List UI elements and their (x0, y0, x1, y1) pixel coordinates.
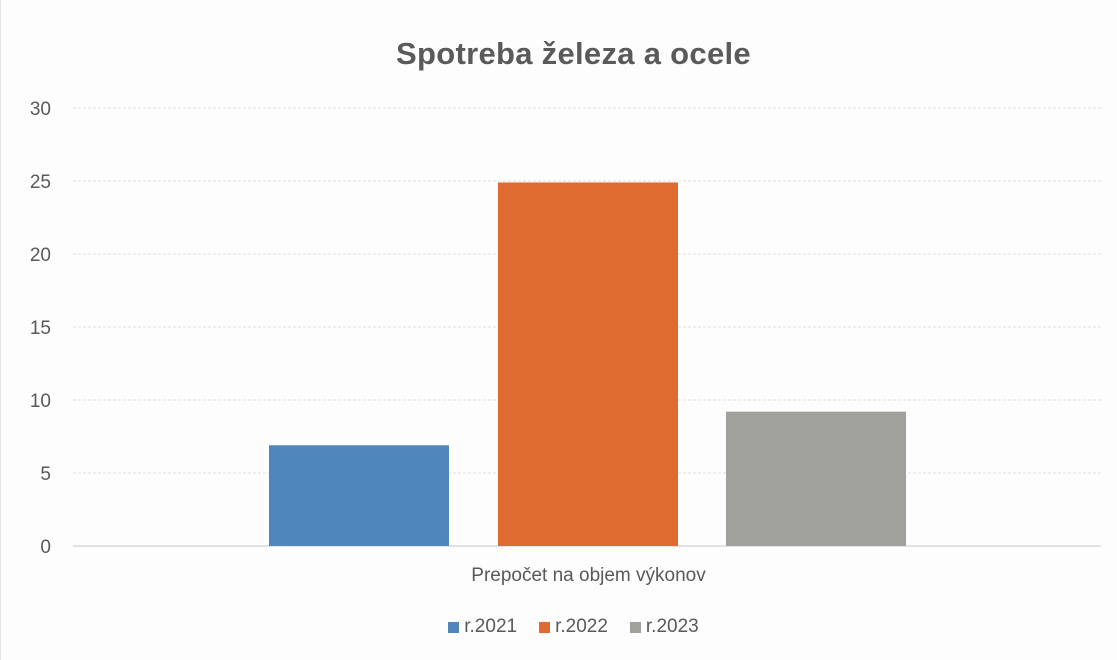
y-tick-label: 25 (30, 172, 51, 193)
legend-swatch (629, 621, 641, 633)
legend-label: r.2022 (555, 616, 608, 637)
bar-r-2021 (269, 445, 449, 546)
bar-r-2023 (726, 411, 906, 546)
chart-legend: r.2021 r.2022 r.2023 (1, 616, 1117, 638)
y-tick-label: 10 (30, 391, 51, 412)
chart-title: Spotreba železa a ocele (396, 36, 751, 71)
y-tick-label: 30 (30, 99, 51, 120)
y-tick-label: 15 (30, 318, 51, 339)
x-axis-label: Prepočet na objem výkonov (471, 565, 706, 586)
legend-swatch (539, 621, 551, 633)
legend-item: r.2022 (539, 616, 608, 638)
legend-label: r.2023 (645, 616, 699, 637)
legend-label: r.2021 (464, 616, 518, 637)
y-tick-label: 5 (40, 464, 51, 485)
legend-item: r.2021 (448, 616, 517, 638)
y-tick-label: 20 (30, 245, 51, 266)
y-tick-label: 0 (40, 537, 51, 558)
legend-swatch (448, 621, 460, 633)
legend-item: r.2023 (629, 616, 699, 638)
bar-r-2022 (498, 182, 678, 546)
